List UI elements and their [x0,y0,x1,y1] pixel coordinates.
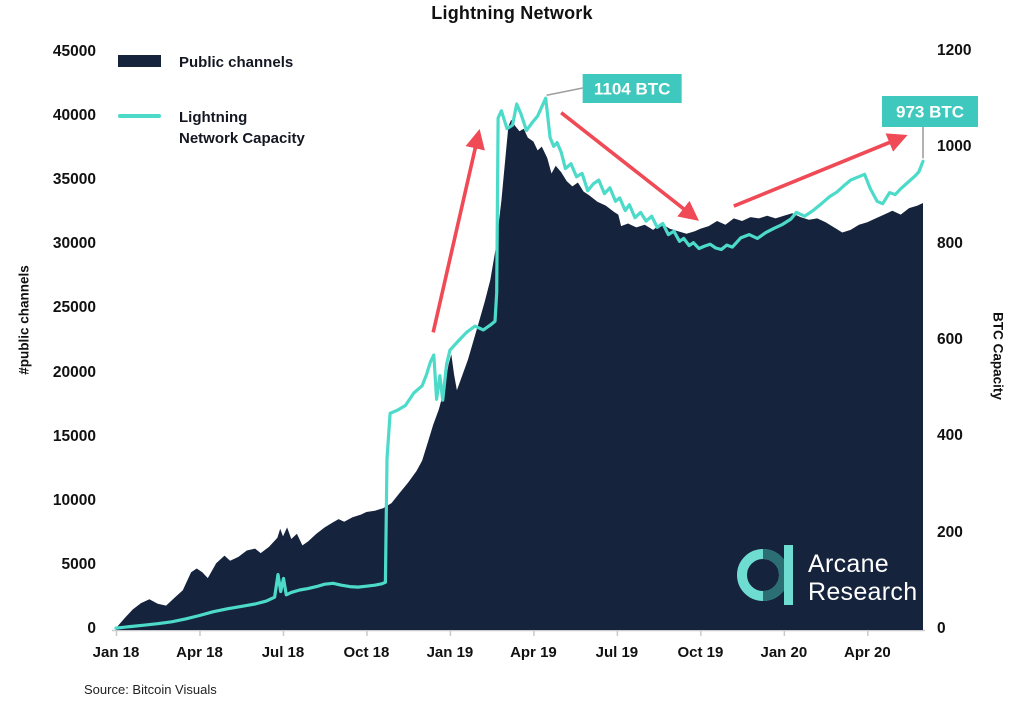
trend-arrow-decline-after-peak [560,111,699,221]
annotation-label: 1104 BTC [594,80,671,99]
legend-label-line2: Network Capacity [179,130,305,147]
public-channels-area [116,119,923,630]
x-axis-tick-label: Apr 20 [844,644,891,661]
annotation-connector [546,87,583,97]
logo-text-line1: Arcane [808,550,890,578]
right-axis-tick-label: 1200 [937,42,972,59]
left-axis-tick-label: 20000 [52,363,96,381]
arcane-research-logo-text: Arcane Research [808,550,917,606]
x-axis-tick-label: Jul 19 [595,644,639,661]
chart-title: Lightning Network [431,3,593,23]
arcane-research-logo-icon [737,545,793,605]
x-axis-tick-label: Jul 18 [261,644,305,661]
left-axis-tick-label: 40000 [52,107,96,125]
legend-label-line1: Lightning [179,109,248,126]
left-axis-tick-label: 5000 [61,555,96,573]
right-axis-tick-label: 400 [937,427,963,445]
x-axis-tick-label: Apr 18 [176,644,223,661]
ln-capacity-line [114,96,925,630]
logo-text-line2: Research [808,578,918,606]
right-axis-tick-label: 1000 [937,138,972,156]
x-axis-tick-label: Apr 19 [510,644,557,661]
left-axis-tick-label: 25000 [52,299,96,317]
left-axis-tick-label: 15000 [52,427,96,445]
trend-arrow-rise-2018-to-peak [431,129,485,333]
line-swatch-icon [118,114,161,118]
source-note: Source: Bitcoin Visuals [84,682,217,697]
trend-arrow-recovery-2020 [733,133,908,208]
legend-label: Public channels [179,54,294,71]
legend-label: Lightning Network Capacity [179,107,305,149]
annotation-box [882,96,978,127]
left-axis-tick-label: 30000 [52,235,96,253]
right-axis-tick-label: 600 [937,331,963,348]
left-axis-tick-label: 10000 [52,491,96,509]
annotation-label: 973 BTC [896,103,964,122]
annotation-box [582,74,682,103]
x-axis-tick-label: Jan 18 [92,644,140,661]
left-axis-tick-label: 35000 [52,171,96,189]
x-axis-tick-label: Oct 19 [677,644,724,661]
right-axis-tick-label: 200 [937,523,963,541]
legend-item-ln-capacity: Lightning Network Capacity [118,107,305,149]
legend: Public channels Lightning Network Capaci… [118,52,305,149]
left-axis-tick-label: 45000 [52,43,96,60]
left-axis-tick-label: 0 [87,620,96,637]
x-axis-tick-label: Jan 20 [760,644,808,661]
x-axis-tick-label: Oct 18 [343,644,390,661]
x-axis-tick-label: Jan 19 [426,644,474,661]
area-swatch-icon [118,55,161,67]
right-axis-tick-label: 800 [937,234,963,252]
right-axis-tick-label: 0 [937,620,946,637]
legend-item-public-channels: Public channels [118,52,305,73]
